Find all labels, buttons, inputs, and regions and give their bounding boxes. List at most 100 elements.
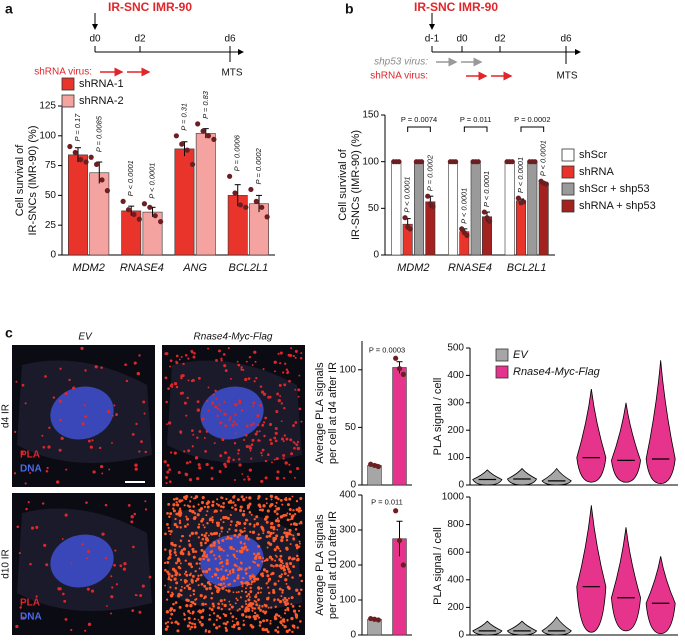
pla-dot	[262, 610, 265, 613]
legend-label: shRNA-2	[79, 95, 124, 107]
pla-dot	[42, 445, 46, 449]
pla-dot	[175, 512, 179, 516]
pla-dot	[274, 629, 278, 632]
pla-dot	[258, 508, 262, 512]
pla-dot	[194, 531, 198, 535]
pla-dot	[183, 524, 187, 528]
pla-dot	[217, 503, 220, 507]
violin	[541, 467, 572, 486]
pla-dot	[244, 377, 248, 382]
pla-dot	[197, 503, 200, 506]
pla-dot	[205, 430, 209, 433]
pla-dot	[193, 512, 197, 515]
pla-dot	[228, 528, 231, 531]
data-point	[248, 186, 254, 193]
pla-dot	[233, 533, 237, 537]
day-label: d2	[494, 34, 506, 45]
pla-dot	[87, 439, 91, 443]
pla-dot	[252, 614, 256, 619]
y-axis-label: IR-SNCs (IMR-90) (%)	[27, 126, 39, 236]
pla-dot	[244, 537, 248, 540]
pla-dot	[253, 611, 257, 615]
data-point	[88, 154, 94, 160]
pla-dot	[296, 467, 300, 471]
pla-dot	[233, 442, 237, 445]
data-point	[125, 207, 132, 213]
p-value: P = 0.0002	[254, 147, 263, 184]
pla-dot	[236, 621, 240, 625]
pla-dot	[86, 557, 89, 560]
pla-dot	[220, 526, 224, 530]
pla-dot	[216, 414, 219, 418]
pla-dot	[141, 584, 145, 588]
pla-dot	[295, 554, 299, 558]
pla-dot	[27, 501, 30, 504]
pla-dot	[241, 513, 246, 517]
pla-dot	[242, 619, 245, 622]
pla-dot	[214, 557, 217, 560]
pla-dot	[248, 511, 252, 514]
pla-dot	[148, 575, 152, 579]
data-point	[368, 615, 374, 622]
pla-dot	[179, 562, 182, 565]
pla-dot	[222, 501, 225, 505]
pla-dot	[277, 398, 281, 403]
pla-dot	[294, 349, 298, 353]
pla-dot	[255, 377, 258, 380]
pla-dot	[108, 468, 111, 471]
pla-dot	[297, 545, 300, 548]
pla-dot	[264, 459, 268, 463]
pla-dot	[283, 531, 287, 535]
pla-dot	[62, 592, 65, 596]
pla-dot	[232, 570, 235, 574]
pla-dot	[186, 396, 189, 400]
pla-dot	[220, 496, 223, 499]
pla-dot	[297, 509, 301, 513]
pla-dot	[290, 523, 293, 526]
pla-dot	[217, 349, 221, 353]
pla-dot	[286, 567, 290, 571]
pla-dot	[183, 401, 187, 405]
pla-dot	[289, 543, 292, 546]
pla-dot	[277, 523, 281, 527]
pla-dot	[245, 587, 248, 590]
data-point	[396, 159, 402, 165]
pla-dot	[191, 445, 194, 448]
violin	[541, 616, 572, 636]
bar	[392, 367, 407, 486]
pla-dot	[251, 573, 254, 576]
legend-swatch	[495, 365, 509, 379]
bar	[504, 161, 515, 256]
pla-dot	[175, 501, 178, 504]
pla-dot	[169, 533, 172, 536]
pla-dot	[255, 603, 259, 607]
pla-dot	[223, 364, 227, 368]
pla-dot	[272, 590, 276, 594]
pla-dot	[251, 530, 256, 534]
pla-dot	[236, 557, 238, 560]
pla-dot	[135, 422, 138, 426]
pla-dot	[283, 434, 287, 437]
pla-dot	[206, 400, 209, 403]
pla-dot	[244, 572, 248, 575]
pla-dot	[133, 361, 137, 365]
y-tick-label: 1000	[442, 492, 465, 503]
pla-dot	[274, 559, 277, 562]
pla-dot	[263, 434, 266, 438]
pla-dot	[214, 405, 218, 409]
pla-dot	[279, 549, 282, 553]
pla-dot	[285, 598, 289, 602]
pla-dot	[296, 626, 299, 629]
y-tick-label: 150	[362, 110, 379, 121]
micrographs: c EV Rnase4-Myc-Flag d4 IR d10 IR PLA DNA…	[1, 325, 305, 635]
pla-dot	[72, 386, 76, 390]
pla-dot	[270, 521, 274, 526]
data-point	[120, 198, 126, 204]
pla-dot	[81, 543, 84, 546]
stain-label: DNA	[20, 612, 42, 623]
pla-dot	[256, 430, 259, 433]
pla-dot	[115, 413, 118, 417]
pla-dot	[173, 381, 178, 386]
pla-dot	[210, 596, 213, 600]
pla-dot	[233, 579, 236, 583]
